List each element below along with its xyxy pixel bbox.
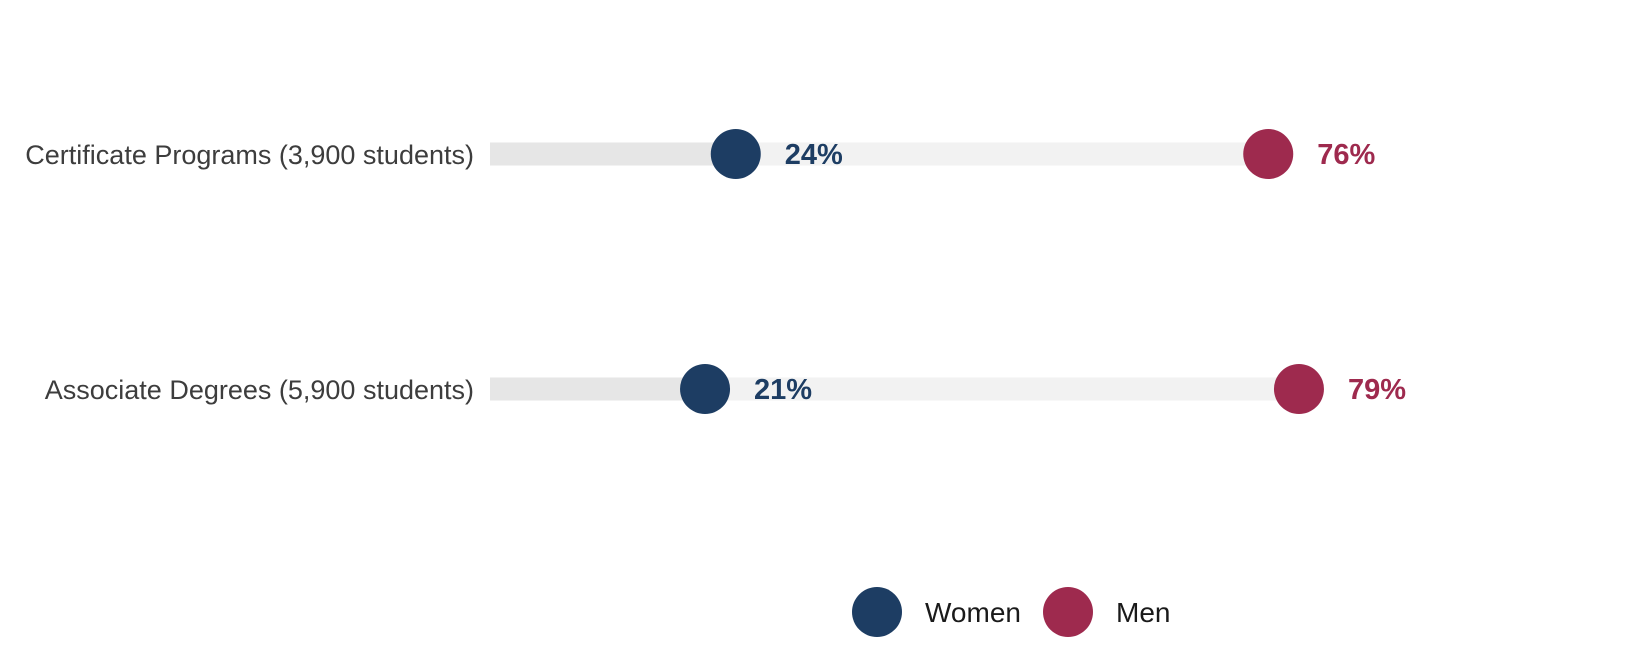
track-left (490, 142, 736, 166)
track-right (735, 142, 1269, 166)
track-left (490, 377, 706, 401)
women-value-label: 21% (754, 374, 812, 406)
women-value-label: 24% (785, 139, 843, 171)
legend-label-men: Men (1116, 597, 1170, 628)
men-dot (1243, 129, 1294, 179)
track-right (705, 377, 1299, 401)
legend-swatch-women (852, 587, 902, 637)
legend-label-women: Women (925, 597, 1021, 628)
chart-row: Associate Degrees (5,900 students) 21% 79% (45, 364, 1406, 414)
men-dot (1273, 364, 1324, 414)
chart-row: Certificate Programs (3,900 students) 24%… (25, 129, 1375, 179)
category-label: Certificate Programs (3,900 students) (25, 140, 474, 170)
legend-swatch-men (1043, 587, 1093, 637)
women-dot (710, 129, 761, 179)
category-label: Associate Degrees (5,900 students) (45, 375, 474, 405)
chart-rows: Certificate Programs (3,900 students) 24%… (25, 129, 1406, 414)
women-dot (680, 364, 731, 414)
men-value-label: 76% (1317, 139, 1375, 171)
legend: Women Men (852, 587, 1170, 637)
men-value-label: 79% (1348, 374, 1406, 406)
